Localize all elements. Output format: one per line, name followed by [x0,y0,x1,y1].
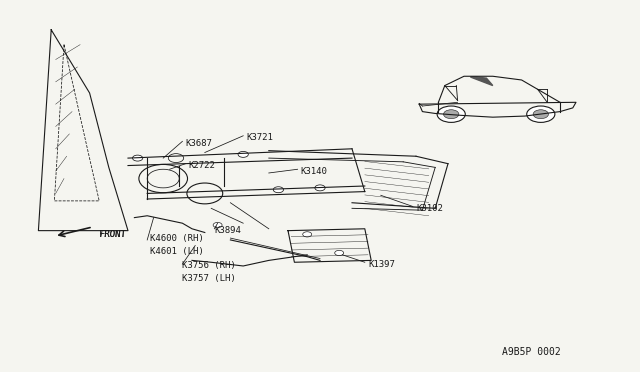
Circle shape [303,232,312,237]
Text: K3687: K3687 [186,139,212,148]
Circle shape [444,110,459,119]
Text: K2722: K2722 [189,161,216,170]
Circle shape [238,151,248,157]
Text: A9B5P 0002: A9B5P 0002 [502,347,561,356]
Circle shape [132,155,143,161]
Circle shape [213,222,222,228]
Text: K3756 (RH): K3756 (RH) [182,262,236,270]
Circle shape [335,250,344,256]
Text: FRONT: FRONT [99,230,126,239]
Text: K4601 (LH): K4601 (LH) [150,247,204,256]
Text: K3757 (LH): K3757 (LH) [182,275,236,283]
Text: FRONT: FRONT [99,230,126,239]
Text: K1397: K1397 [368,260,395,269]
Circle shape [437,106,465,122]
Circle shape [533,110,548,119]
Polygon shape [470,77,493,86]
Text: K3102: K3102 [416,204,443,213]
Circle shape [273,187,284,193]
Text: K4600 (RH): K4600 (RH) [150,234,204,243]
Circle shape [315,185,325,191]
Circle shape [527,106,555,122]
Text: K3721: K3721 [246,133,273,142]
Text: K3140: K3140 [301,167,328,176]
Text: K3894: K3894 [214,226,241,235]
